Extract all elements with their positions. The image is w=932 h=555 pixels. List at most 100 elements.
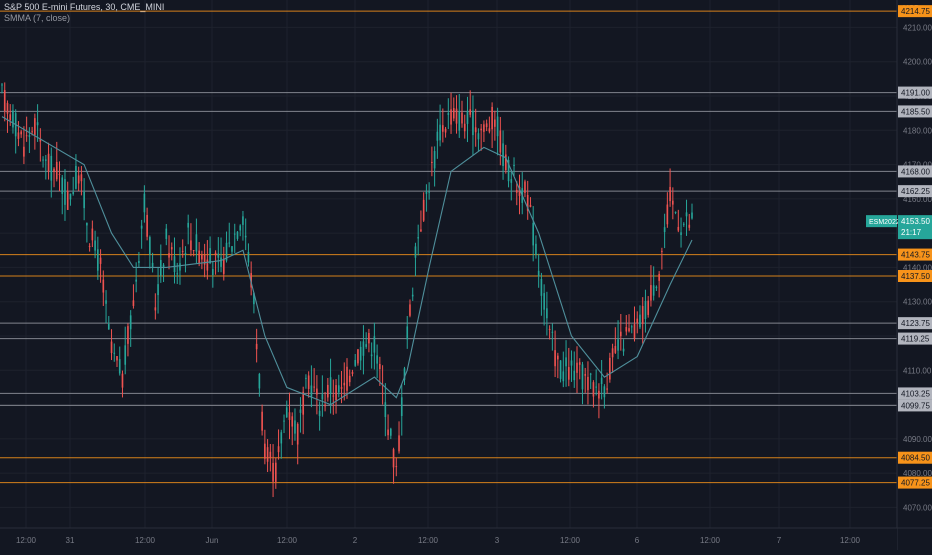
candle-body bbox=[105, 300, 107, 304]
candle-body bbox=[69, 193, 72, 200]
candle-body bbox=[225, 242, 228, 261]
candle-body bbox=[647, 300, 650, 315]
time-tick-label: 12:00 bbox=[16, 536, 37, 545]
candle-body bbox=[365, 344, 367, 347]
last-price-badge[interactable] bbox=[898, 215, 932, 240]
candle-body bbox=[209, 248, 211, 264]
candle-body bbox=[255, 343, 258, 350]
level-price-label: 4103.25 bbox=[901, 389, 930, 398]
candle-body bbox=[537, 270, 540, 277]
candle-body bbox=[598, 390, 600, 399]
candle-body bbox=[376, 355, 378, 364]
candle-body bbox=[677, 226, 680, 231]
time-tick-label: 12:00 bbox=[418, 536, 439, 545]
candle-body bbox=[231, 246, 233, 252]
candle-body bbox=[179, 263, 181, 271]
candle-body bbox=[162, 264, 165, 269]
candle-body bbox=[61, 177, 64, 194]
level-price-badge[interactable] bbox=[898, 399, 932, 412]
level-price-badge[interactable] bbox=[898, 185, 932, 198]
candle-body bbox=[444, 128, 447, 133]
candle-body bbox=[672, 200, 674, 205]
candle-body bbox=[343, 382, 346, 386]
candle-body bbox=[291, 416, 294, 427]
candle-body bbox=[253, 293, 255, 305]
candle-body bbox=[485, 123, 488, 128]
candle-body bbox=[442, 125, 444, 132]
candle-body bbox=[611, 348, 614, 358]
price-tick-label: 4110.00 bbox=[903, 366, 932, 375]
candle-body bbox=[543, 293, 545, 310]
candle-body bbox=[452, 108, 455, 119]
candle-body bbox=[201, 254, 203, 260]
candle-body bbox=[494, 119, 496, 127]
candle-body bbox=[313, 386, 315, 388]
candle-body bbox=[12, 110, 14, 128]
candle-body bbox=[474, 127, 477, 133]
countdown-label: 21:17 bbox=[901, 228, 922, 237]
smma-line bbox=[1, 116, 693, 406]
time-tick-label: 12:00 bbox=[560, 536, 581, 545]
candle-body bbox=[97, 249, 99, 271]
candle-body bbox=[321, 394, 324, 400]
level-price-badge[interactable] bbox=[898, 165, 932, 178]
candle-body bbox=[66, 190, 69, 210]
candle-body bbox=[233, 233, 236, 235]
candle-body bbox=[354, 359, 357, 366]
candle-body bbox=[589, 373, 592, 375]
candle-body bbox=[680, 232, 682, 235]
candle-body bbox=[151, 262, 154, 268]
candle-body bbox=[499, 130, 502, 153]
candle-body bbox=[483, 124, 485, 132]
candle-body bbox=[23, 146, 25, 157]
candle-body bbox=[472, 110, 474, 136]
candle-body bbox=[99, 257, 102, 264]
candle-body bbox=[102, 279, 105, 293]
candle-body bbox=[406, 326, 409, 340]
candle-body bbox=[25, 135, 28, 137]
level-price-badge[interactable] bbox=[898, 105, 932, 118]
candle-body bbox=[157, 284, 159, 296]
candle-body bbox=[212, 268, 214, 275]
candle-body bbox=[261, 411, 263, 431]
candle-body bbox=[436, 131, 439, 141]
candle-body bbox=[88, 245, 91, 247]
candle-body bbox=[477, 133, 480, 140]
candle-body bbox=[222, 258, 225, 274]
candle-body bbox=[72, 192, 75, 194]
ticker-badge[interactable] bbox=[866, 215, 897, 228]
level-price-badge[interactable] bbox=[898, 86, 932, 99]
level-price-badge[interactable] bbox=[898, 5, 932, 18]
candle-body bbox=[28, 135, 31, 137]
level-price-badge[interactable] bbox=[898, 476, 932, 489]
level-price-label: 4143.75 bbox=[901, 251, 930, 260]
time-tick-label: 12:00 bbox=[135, 536, 156, 545]
candle-body bbox=[433, 151, 436, 169]
candle-body bbox=[392, 449, 395, 468]
candle-body bbox=[507, 159, 510, 182]
candle-body bbox=[77, 175, 80, 184]
ticker-label: ESM2022 bbox=[869, 219, 900, 226]
price-tick-label: 4200.00 bbox=[903, 58, 932, 67]
candle-body bbox=[34, 118, 36, 135]
level-price-badge[interactable] bbox=[898, 317, 932, 330]
level-price-label: 4077.25 bbox=[901, 479, 930, 488]
level-price-badge[interactable] bbox=[898, 387, 932, 400]
candle-body bbox=[625, 326, 628, 332]
candle-body bbox=[324, 404, 326, 407]
candle-body bbox=[118, 359, 121, 374]
candle-body bbox=[655, 286, 658, 289]
candle-body bbox=[107, 324, 110, 330]
candle-body bbox=[524, 181, 526, 193]
candle-body bbox=[609, 357, 611, 380]
level-price-badge[interactable] bbox=[898, 270, 932, 282]
candle-body bbox=[47, 153, 50, 172]
level-price-badge[interactable] bbox=[898, 248, 932, 261]
candle-body bbox=[513, 164, 515, 167]
level-price-badge[interactable] bbox=[898, 451, 932, 464]
level-price-label: 4137.50 bbox=[901, 272, 930, 281]
level-price-badge[interactable] bbox=[898, 332, 932, 345]
candle-body bbox=[86, 222, 88, 226]
